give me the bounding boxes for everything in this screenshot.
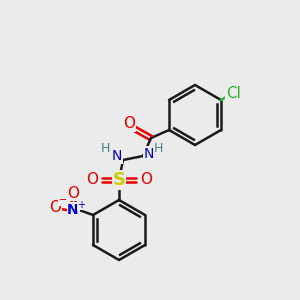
Text: S: S <box>112 171 125 189</box>
Text: +: + <box>77 200 85 210</box>
Text: O: O <box>123 116 135 131</box>
Text: N: N <box>144 147 154 161</box>
Text: N: N <box>112 149 122 163</box>
Text: H: H <box>153 142 163 154</box>
Text: O: O <box>67 185 79 200</box>
Text: H: H <box>100 142 110 155</box>
Text: O: O <box>49 200 61 215</box>
Text: O: O <box>86 172 98 188</box>
Text: −: − <box>58 195 68 205</box>
Text: O: O <box>140 172 152 188</box>
Text: Cl: Cl <box>226 85 241 100</box>
Text: N: N <box>67 203 79 217</box>
